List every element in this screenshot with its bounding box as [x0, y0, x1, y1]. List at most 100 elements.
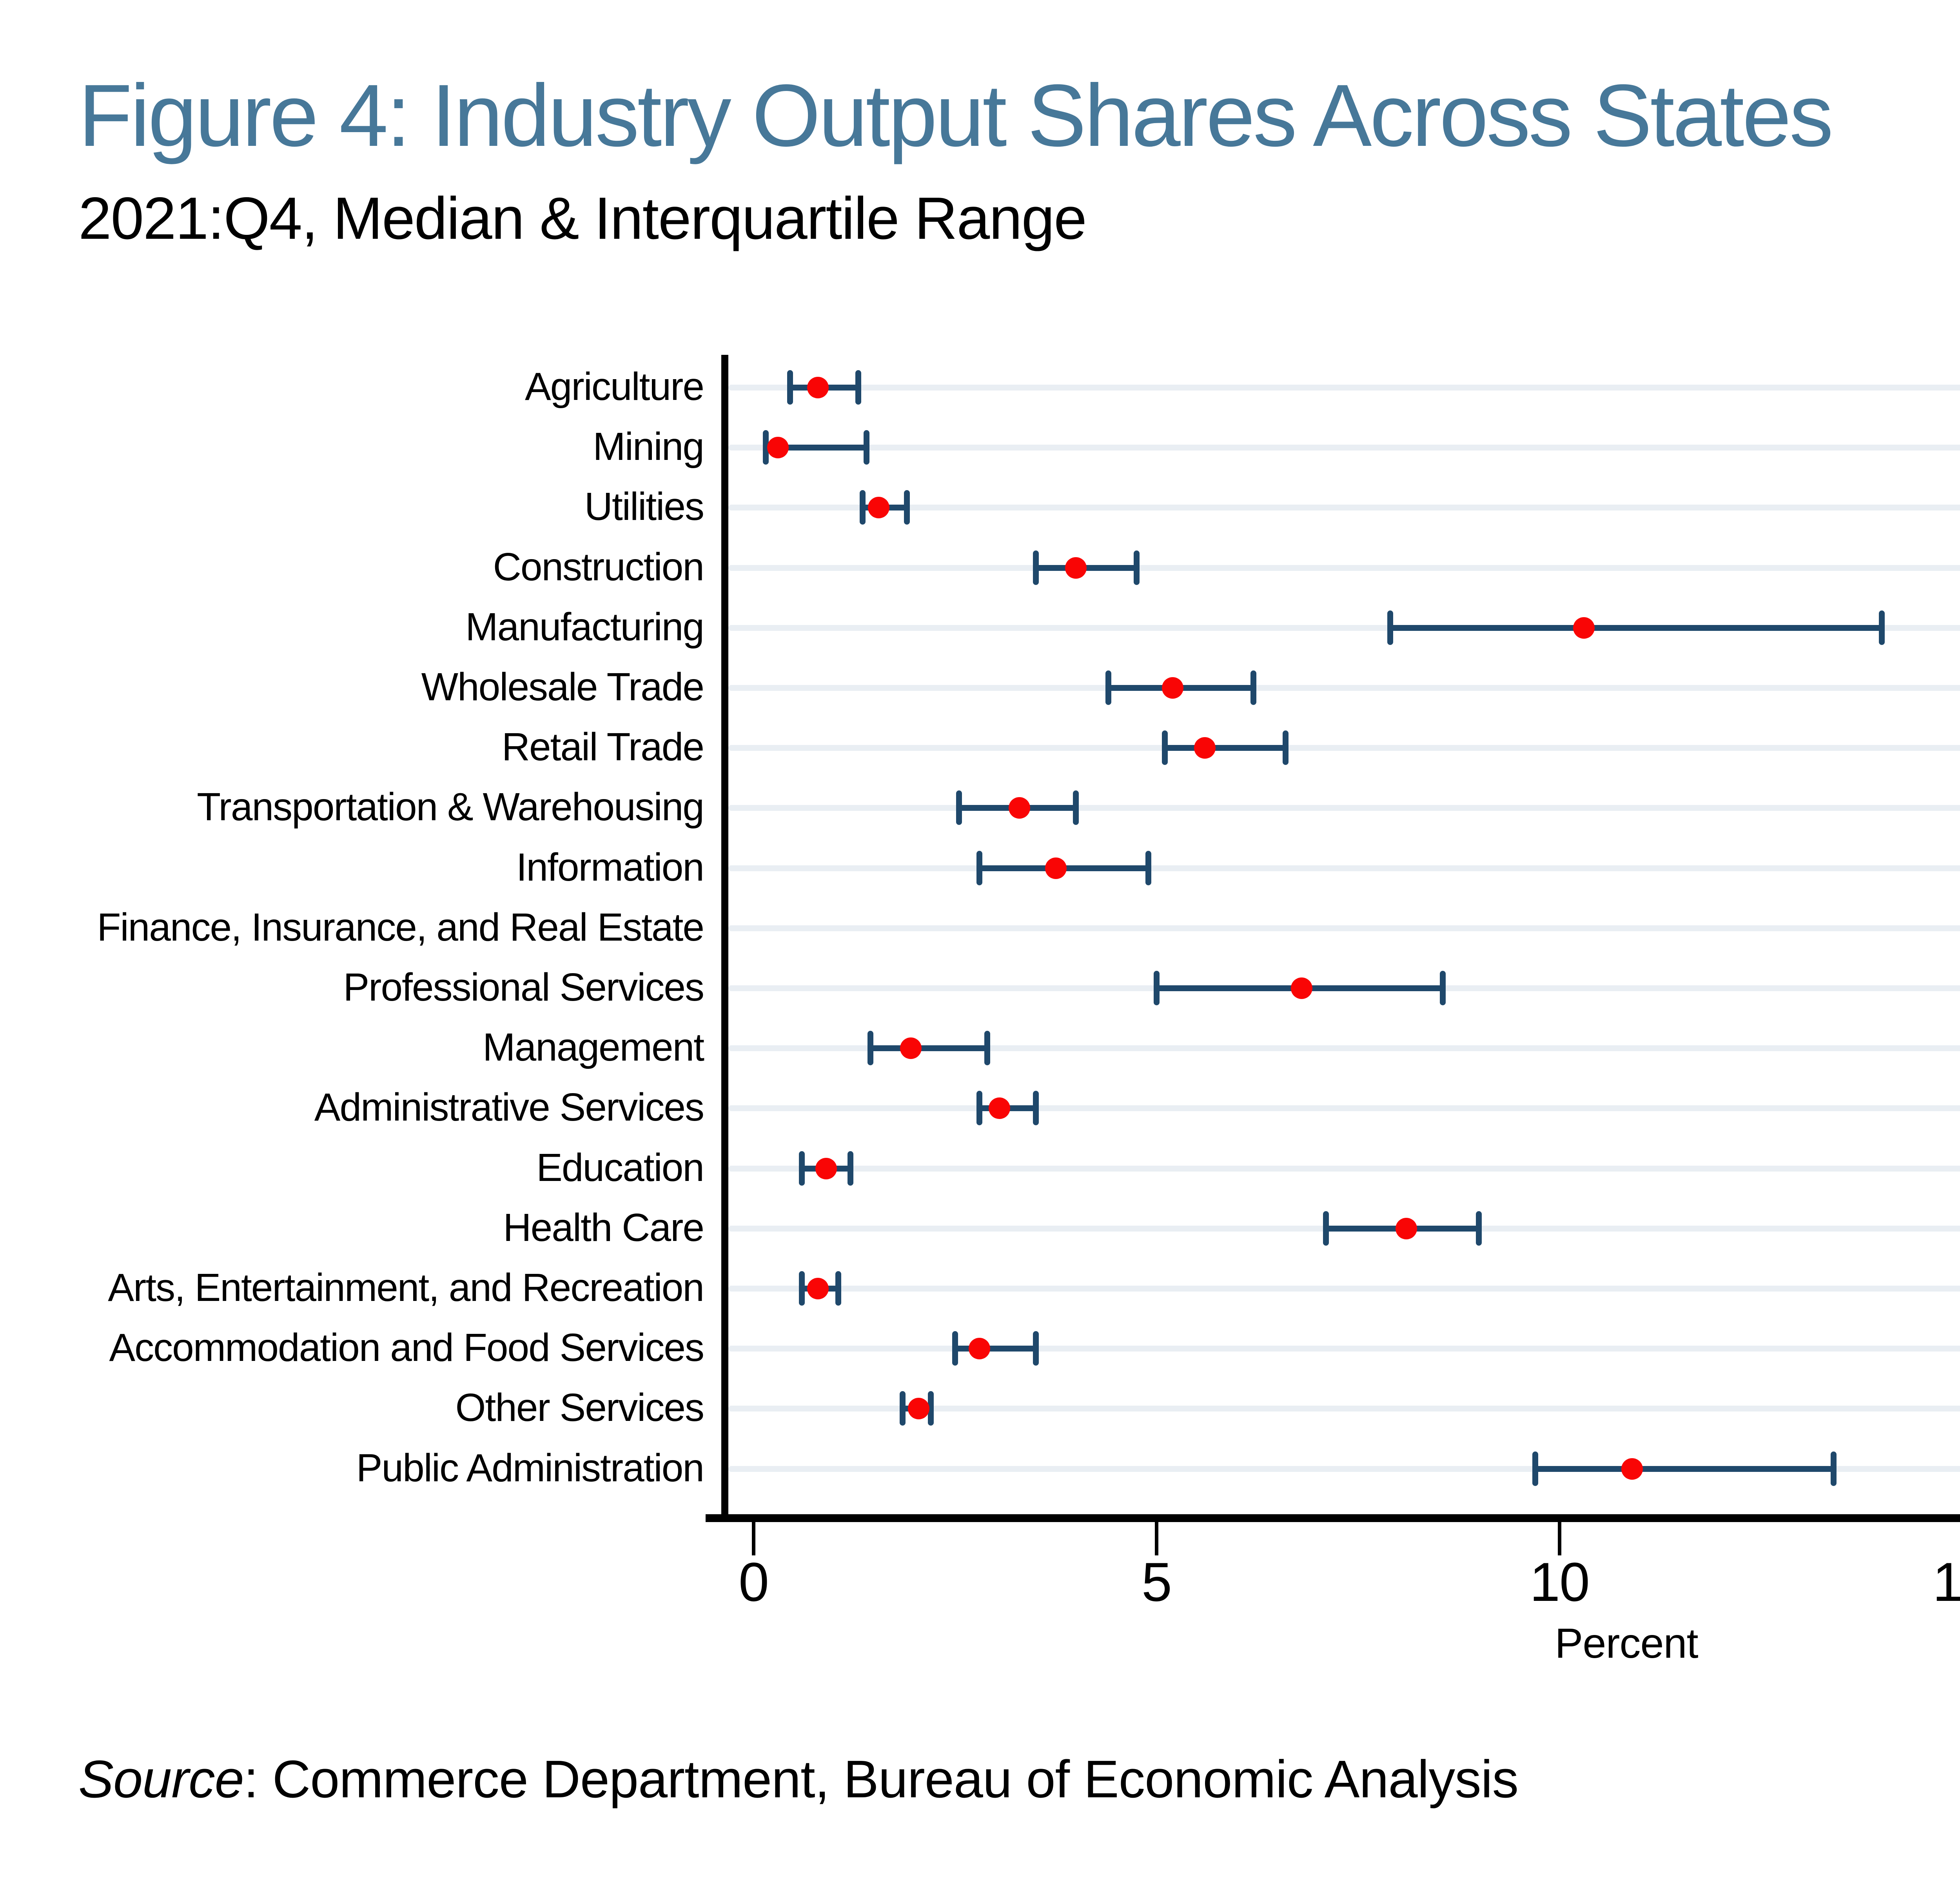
iqr-cap-left [859, 490, 866, 525]
category-label: Information [516, 845, 704, 889]
x-tick [752, 1522, 755, 1555]
x-axis-line [706, 1514, 1960, 1522]
iqr-cap-left [900, 1391, 906, 1426]
iqr-cap-right [863, 430, 869, 465]
category-label: Public Administration [356, 1446, 704, 1490]
iqr-cap-left [952, 1331, 958, 1366]
iqr-cap-left [1532, 1451, 1539, 1486]
iqr-cap-right [1033, 1331, 1039, 1366]
x-tick-label: 15 [1933, 1551, 1960, 1613]
x-tick-label: 0 [739, 1551, 769, 1613]
iqr-cap-right [1133, 550, 1140, 585]
iqr-cap-right [984, 1031, 991, 1066]
category-gridline [728, 445, 1960, 451]
iqr-cap-left [762, 430, 769, 465]
median-dot [815, 1157, 837, 1179]
category-gridline [728, 805, 1960, 811]
category-label: Education [536, 1145, 704, 1190]
category-label: Mining [593, 425, 704, 469]
category-label: Wholesale Trade [421, 665, 704, 709]
iqr-cap-left [867, 1031, 874, 1066]
median-dot [908, 1398, 930, 1420]
iqr-cap-right [928, 1391, 934, 1426]
category-label: Finance, Insurance, and Real Estate [97, 905, 704, 949]
iqr-cap-left [1105, 670, 1111, 705]
figure-title: Figure 4: Industry Output Shares Across … [78, 66, 1833, 165]
median-dot [807, 1278, 829, 1299]
iqr-cap-right [1282, 730, 1289, 765]
iqr-cap-left [956, 790, 962, 825]
iqr-cap-right [847, 1151, 853, 1186]
iqr-cap-left [799, 1271, 805, 1306]
category-label: Transportation & Warehousing [197, 785, 704, 829]
iqr-cap-right [1033, 1091, 1039, 1126]
iqr-cap-right [1831, 1451, 1837, 1486]
iqr-cap-left [1387, 610, 1394, 645]
median-dot [1194, 737, 1216, 759]
median-dot [1573, 617, 1595, 639]
category-gridline [728, 385, 1960, 391]
median-dot [989, 1097, 1011, 1119]
iqr-cap-left [799, 1151, 805, 1186]
category-gridline [728, 1406, 1960, 1412]
category-gridline [728, 565, 1960, 571]
category-label: Agriculture [525, 365, 704, 409]
category-label: Health Care [503, 1205, 704, 1250]
median-dot [867, 497, 889, 519]
x-tick-label: 5 [1142, 1551, 1172, 1613]
iqr-cap-right [835, 1271, 841, 1306]
category-gridline [728, 505, 1960, 511]
iqr-bar [765, 445, 866, 451]
source-note: Source: Commerce Department, Bureau of E… [78, 1749, 1519, 1809]
iqr-bar [1390, 625, 1882, 631]
iqr-cap-left [1154, 971, 1160, 1005]
y-axis-line [721, 355, 728, 1522]
source-text: : Commerce Department, Bureau of Economi… [243, 1749, 1519, 1809]
category-gridline [728, 1346, 1960, 1352]
median-dot [1621, 1458, 1643, 1480]
x-axis-title: Percent [1555, 1619, 1698, 1667]
median-dot [767, 437, 789, 459]
median-dot [1009, 797, 1031, 819]
category-label: Arts, Entertainment, and Recreation [108, 1266, 704, 1310]
iqr-bar [870, 1045, 987, 1052]
iqr-cap-right [1073, 790, 1079, 825]
iqr-cap-right [1145, 850, 1152, 885]
category-label: Utilities [584, 485, 704, 529]
category-label: Accommodation and Food Services [109, 1326, 704, 1370]
category-gridline [728, 865, 1960, 871]
iqr-cap-left [787, 370, 793, 405]
category-label: Administrative Services [314, 1085, 704, 1130]
category-gridline [728, 745, 1960, 751]
category-gridline [728, 1286, 1960, 1292]
category-gridline [728, 1045, 1960, 1052]
category-label: Manufacturing [465, 605, 704, 649]
iqr-cap-right [1250, 670, 1256, 705]
category-gridline [728, 1105, 1960, 1112]
category-label: Retail Trade [501, 725, 704, 769]
iqr-cap-left [976, 1091, 982, 1126]
median-dot [900, 1037, 922, 1059]
x-tick [1155, 1522, 1158, 1555]
iqr-cap-left [1323, 1211, 1329, 1246]
median-dot [1045, 857, 1067, 879]
category-gridline [728, 1165, 1960, 1172]
figure-subtitle: 2021:Q4, Median & Interquartile Range [78, 185, 1087, 252]
iqr-cap-right [1476, 1211, 1482, 1246]
iqr-bar [1164, 745, 1285, 751]
median-dot [1065, 557, 1087, 579]
x-tick-label: 10 [1530, 1551, 1590, 1613]
iqr-cap-right [1439, 971, 1446, 1005]
median-dot [807, 377, 829, 398]
category-label: Management [483, 1025, 704, 1070]
category-label: Other Services [455, 1386, 704, 1430]
iqr-cap-right [855, 370, 862, 405]
median-dot [1291, 977, 1313, 999]
category-gridline [728, 925, 1960, 931]
iqr-cap-left [1161, 730, 1168, 765]
category-label: Construction [493, 545, 704, 589]
iqr-cap-left [1033, 550, 1039, 585]
category-gridline [728, 685, 1960, 691]
